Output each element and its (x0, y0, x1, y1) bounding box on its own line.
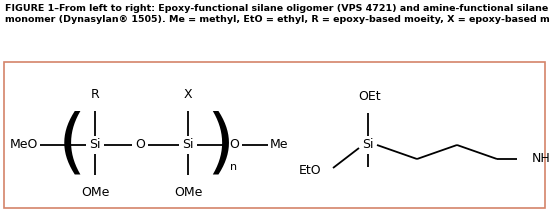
Text: ): ) (206, 111, 234, 180)
Text: R: R (91, 88, 100, 102)
Text: OMe: OMe (174, 187, 202, 200)
Text: Si: Si (89, 138, 101, 151)
Text: MeO: MeO (10, 138, 38, 151)
Text: n: n (230, 162, 237, 172)
Text: (: ( (58, 111, 86, 180)
Text: NH₂: NH₂ (532, 153, 550, 166)
Text: Si: Si (362, 138, 374, 151)
Text: X: X (184, 88, 192, 102)
Text: Me: Me (270, 138, 289, 151)
Text: OEt: OEt (359, 89, 381, 102)
Text: OMe: OMe (81, 187, 109, 200)
Text: O: O (229, 138, 239, 151)
Text: FIGURE 1–From left to right: Epoxy-functional silane oligomer (VPS 4721) and ami: FIGURE 1–From left to right: Epoxy-funct… (5, 4, 550, 24)
Text: O: O (135, 138, 145, 151)
Text: EtO: EtO (298, 164, 321, 177)
Text: Si: Si (182, 138, 194, 151)
